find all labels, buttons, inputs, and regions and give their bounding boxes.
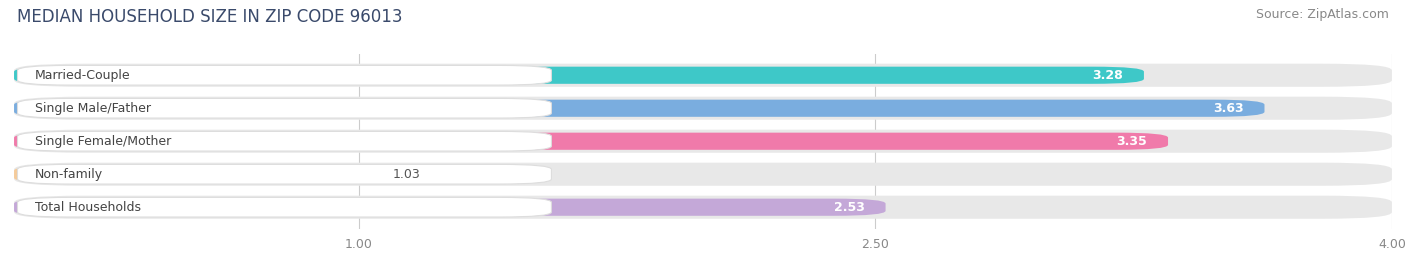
Text: 3.63: 3.63 xyxy=(1213,102,1244,115)
FancyBboxPatch shape xyxy=(17,65,551,85)
FancyBboxPatch shape xyxy=(14,64,1392,87)
FancyBboxPatch shape xyxy=(14,196,1392,219)
FancyBboxPatch shape xyxy=(14,67,1144,84)
Text: MEDIAN HOUSEHOLD SIZE IN ZIP CODE 96013: MEDIAN HOUSEHOLD SIZE IN ZIP CODE 96013 xyxy=(17,8,402,26)
Text: 1.03: 1.03 xyxy=(394,168,420,181)
Text: Source: ZipAtlas.com: Source: ZipAtlas.com xyxy=(1256,8,1389,21)
Text: Non-family: Non-family xyxy=(35,168,103,181)
Text: Married-Couple: Married-Couple xyxy=(35,69,131,82)
FancyBboxPatch shape xyxy=(14,163,1392,186)
FancyBboxPatch shape xyxy=(14,97,1392,120)
Text: Total Households: Total Households xyxy=(35,201,141,214)
FancyBboxPatch shape xyxy=(14,133,1168,150)
Text: 3.28: 3.28 xyxy=(1092,69,1123,82)
FancyBboxPatch shape xyxy=(17,197,551,217)
Text: 2.53: 2.53 xyxy=(834,201,865,214)
FancyBboxPatch shape xyxy=(17,164,551,184)
FancyBboxPatch shape xyxy=(14,100,1264,117)
Text: Single Female/Mother: Single Female/Mother xyxy=(35,135,172,148)
Text: 3.35: 3.35 xyxy=(1116,135,1147,148)
FancyBboxPatch shape xyxy=(14,130,1392,153)
FancyBboxPatch shape xyxy=(17,98,551,118)
FancyBboxPatch shape xyxy=(17,132,551,151)
FancyBboxPatch shape xyxy=(14,199,886,216)
Text: Single Male/Father: Single Male/Father xyxy=(35,102,150,115)
FancyBboxPatch shape xyxy=(14,166,368,183)
